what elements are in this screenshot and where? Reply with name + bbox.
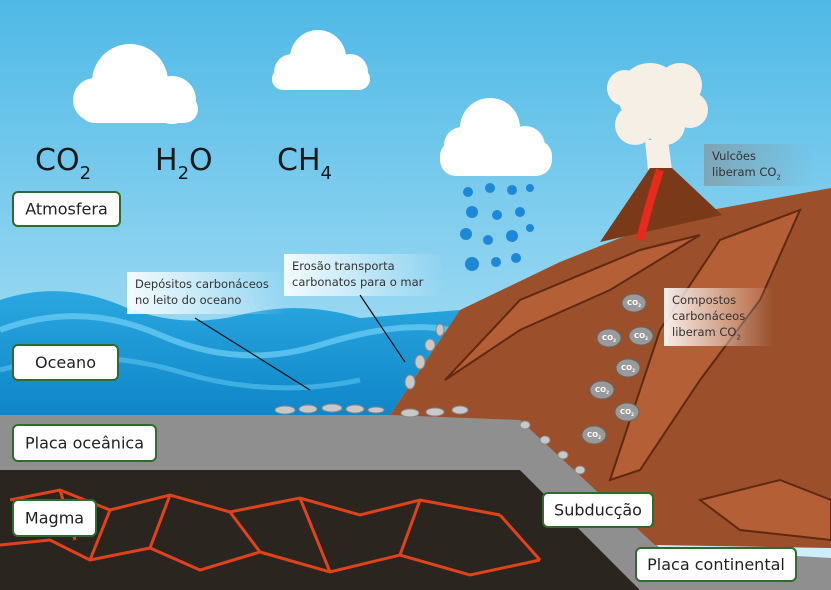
subscript: 2 [736, 333, 740, 341]
subscript: 2 [178, 163, 189, 184]
text-part: CO [595, 386, 606, 394]
subscript: 4 [321, 163, 332, 184]
text-part: Erosão transporta [292, 259, 395, 273]
text-part: CO [602, 334, 613, 342]
text-part: O [189, 143, 213, 178]
text-part: CO [621, 364, 632, 372]
annotation-text: Depósitos carbonáceos [135, 277, 269, 291]
annotation-text: carbonatos para o mar [292, 275, 424, 289]
text-part: CO [587, 431, 598, 439]
text-part: liberam CO [672, 325, 736, 339]
text-part: CO [634, 332, 645, 340]
annotation-text: liberam CO2 [712, 165, 781, 181]
layer-label: Placa continental [647, 555, 785, 574]
carbon-cycle-scene: Depósitos carbonáceos no leito do oceano E… [0, 0, 831, 590]
subscript: 2 [645, 336, 648, 341]
subscript: 2 [80, 163, 91, 184]
subscript: 2 [632, 368, 635, 373]
text-part: CO [35, 143, 80, 178]
text-part: Depósitos carbonáceos [135, 277, 269, 291]
layer-label: Oceano [35, 353, 96, 372]
text-part: H [155, 143, 178, 178]
text-part: Vulcões [712, 149, 756, 163]
text-part: no leito do oceano [135, 293, 241, 307]
annotation-text: Erosão transporta [292, 259, 395, 273]
annotation-text: carbonáceos [672, 309, 745, 323]
subscript: 2 [606, 390, 609, 395]
text-part: CH [277, 143, 321, 178]
annotation-text: Vulcões [712, 149, 756, 163]
layer-label: Atmosfera [25, 200, 108, 219]
text-part: carbonatos para o mar [292, 275, 424, 289]
text-part: CO [620, 408, 631, 416]
subscript: 2 [613, 338, 616, 343]
text-part: liberam CO [712, 165, 776, 179]
layer-label: Magma [25, 509, 84, 528]
text-part: carbonáceos [672, 309, 745, 323]
text-part: CO [627, 299, 638, 307]
subscript: 2 [638, 303, 641, 308]
subscript: 2 [598, 435, 601, 440]
layer-label: Subducção [554, 501, 642, 520]
subscript: 2 [776, 173, 780, 181]
layer-label: Placa oceânica [25, 434, 144, 453]
annotation-text: Compostos [672, 293, 736, 307]
annotation-text: no leito do oceano [135, 293, 241, 307]
subscript: 2 [631, 412, 634, 417]
text-part: Compostos [672, 293, 736, 307]
annotation-text: liberam CO2 [672, 325, 741, 341]
